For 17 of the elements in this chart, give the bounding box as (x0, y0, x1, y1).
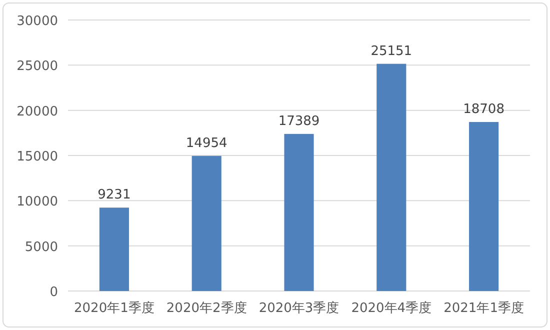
y-tick-label: 25000 (16, 59, 58, 74)
data-label: 9231 (98, 188, 131, 203)
y-tick-label: 30000 (16, 14, 58, 29)
y-tick-label: 15000 (16, 150, 58, 164)
data-label: 17389 (278, 114, 320, 129)
x-tick-label: 2021年1季度 (444, 300, 524, 316)
y-tick-label: 5000 (24, 240, 58, 255)
data-label: 25151 (370, 44, 412, 59)
x-tick-label: 2020年1季度 (74, 300, 154, 316)
x-tick-label: 2020年4季度 (351, 300, 432, 316)
y-tick-label: 20000 (16, 104, 58, 120)
x-tick-label: 2020年2季度 (166, 300, 247, 316)
y-tick-label: 10000 (16, 194, 58, 210)
data-label: 14954 (186, 136, 228, 151)
data-label: 18708 (463, 102, 504, 118)
x-tick-label: 2020年3季度 (258, 300, 340, 316)
y-tick-label: 0 (50, 285, 58, 300)
